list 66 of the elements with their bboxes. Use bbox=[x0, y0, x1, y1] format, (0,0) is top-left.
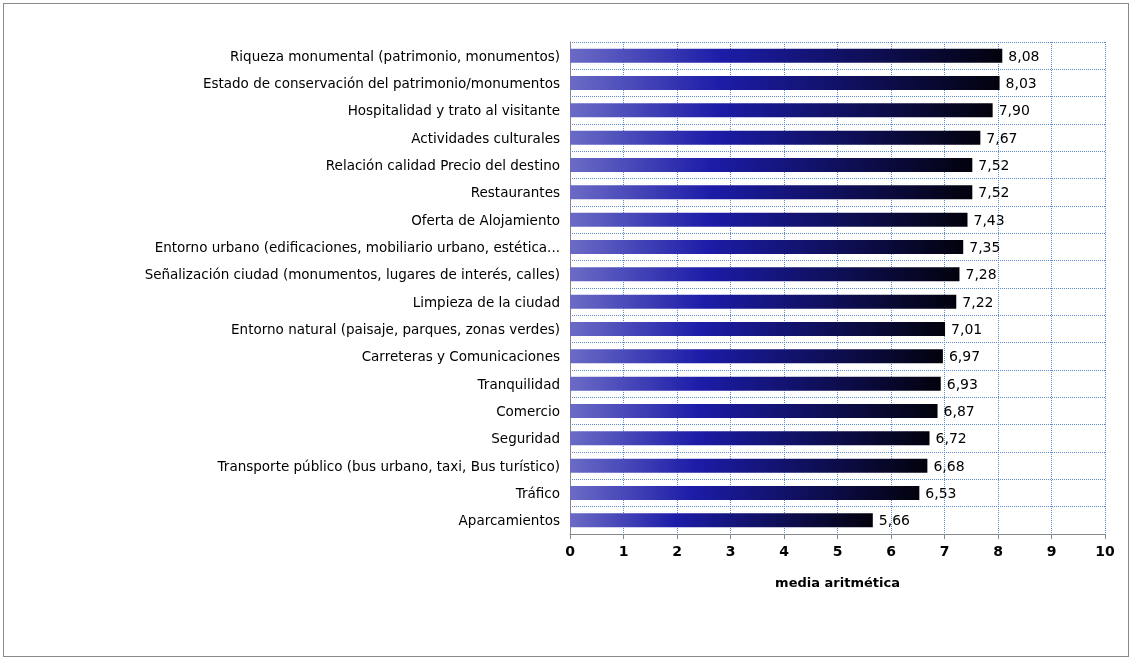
y-tick-label: Hospitalidad y trato al visitante bbox=[347, 102, 560, 119]
x-axis-title: media aritmética bbox=[775, 575, 900, 590]
y-tick-label: Limpieza de la ciudad bbox=[412, 293, 560, 310]
bar bbox=[570, 130, 981, 145]
bar bbox=[570, 294, 957, 309]
bar bbox=[570, 404, 938, 418]
bar bbox=[570, 486, 920, 500]
bar bbox=[570, 158, 973, 172]
x-tick-label: 8 bbox=[993, 543, 1003, 559]
y-tick-label: Tranquilidad bbox=[476, 375, 560, 392]
bar bbox=[570, 513, 873, 528]
x-tick-label: 7 bbox=[939, 543, 950, 559]
bar bbox=[570, 48, 1003, 63]
bar bbox=[570, 376, 941, 391]
x-tick-label: 0 bbox=[565, 543, 576, 559]
x-tick-label: 10 bbox=[1095, 543, 1115, 559]
x-tick-label: 9 bbox=[1046, 543, 1057, 559]
data-label: 6,97 bbox=[948, 348, 981, 365]
data-label: 7,22 bbox=[962, 293, 994, 310]
bar bbox=[570, 267, 960, 282]
data-label: 7,43 bbox=[973, 211, 1005, 228]
y-tick-label: Aparcamientos bbox=[458, 512, 560, 529]
y-tick-label: Riqueza monumental (patrimonio, monumentos) bbox=[229, 47, 560, 64]
y-tick-label: Relación calidad Precio del destino bbox=[325, 157, 560, 173]
y-tick-label: Tráfico bbox=[514, 485, 560, 501]
y-tick-label: Transporte público (bus urbano, taxi, Bus turístico) bbox=[216, 457, 560, 474]
data-label: 7,35 bbox=[969, 239, 1001, 255]
data-label: 5,66 bbox=[878, 512, 911, 529]
y-tick-label: Estado de conservación del patrimonio/monumentos bbox=[202, 75, 560, 91]
data-label: 6,87 bbox=[943, 403, 975, 419]
y-tick-label: Comercio bbox=[496, 403, 560, 419]
data-label: 6,72 bbox=[935, 430, 967, 447]
data-label: 7,90 bbox=[998, 102, 1030, 119]
bar bbox=[570, 212, 968, 227]
bar bbox=[570, 322, 946, 336]
x-tick-label: 5 bbox=[832, 543, 843, 559]
y-tick-label: Señalización ciudad (monumentos, lugares de interés, calles) bbox=[144, 266, 560, 283]
x-tick-label: 4 bbox=[779, 543, 790, 559]
data-label: 7,52 bbox=[978, 157, 1010, 173]
bar bbox=[570, 458, 928, 473]
x-tick-label: 3 bbox=[725, 543, 736, 559]
bar bbox=[570, 103, 993, 118]
data-label: 6,68 bbox=[933, 457, 965, 474]
bar bbox=[570, 240, 964, 254]
data-label: 7,67 bbox=[986, 129, 1018, 146]
x-tick-label: 1 bbox=[618, 543, 629, 559]
bar bbox=[570, 431, 930, 446]
y-tick-label: Seguridad bbox=[491, 430, 560, 447]
y-tick-label: Carreteras y Comunicaciones bbox=[361, 348, 560, 365]
bar bbox=[570, 349, 943, 364]
y-tick-label: Entorno natural (paisaje, parques, zonas verdes) bbox=[231, 321, 560, 337]
data-label: 7,52 bbox=[978, 184, 1010, 201]
data-label: 6,53 bbox=[925, 485, 957, 501]
y-tick-label: Oferta de Alojamiento bbox=[411, 211, 560, 228]
y-tick-label: Actividades culturales bbox=[411, 129, 560, 146]
data-label: 6,93 bbox=[946, 375, 978, 392]
y-tick-label: Entorno urbano (edificaciones, mobiliario urbano, estética... bbox=[154, 239, 560, 255]
data-label: 8,03 bbox=[1005, 75, 1037, 91]
bar bbox=[570, 76, 1000, 90]
bar bbox=[570, 185, 973, 200]
data-label: 8,08 bbox=[1008, 47, 1040, 64]
data-label: 7,01 bbox=[951, 321, 983, 337]
x-tick-label: 6 bbox=[886, 543, 896, 559]
data-label: 7,28 bbox=[965, 266, 997, 283]
y-tick-label: Restaurantes bbox=[470, 184, 560, 201]
x-tick-label: 2 bbox=[672, 543, 682, 559]
